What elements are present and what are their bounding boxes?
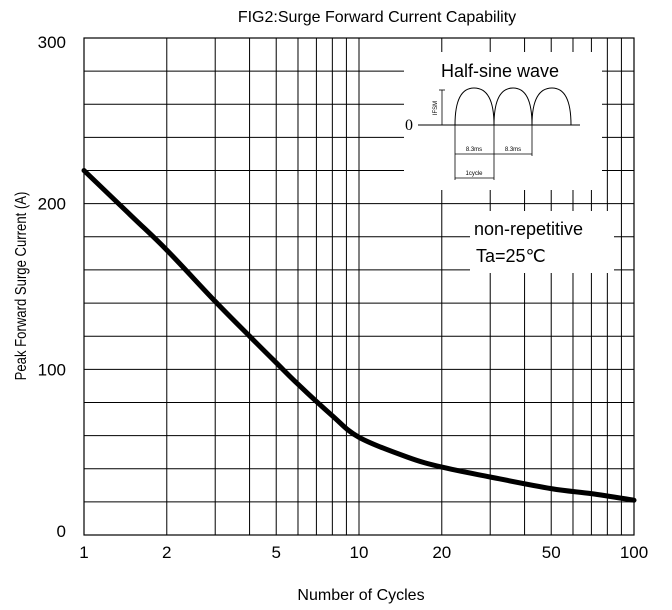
waveform-zero-label: 0 [405,117,413,134]
x-tick-label: 100 [620,543,648,562]
waveform-inset-background [404,52,602,190]
tick-labels: 1 2 5 10 20 50 100 0 100 200 300 [38,33,649,562]
x-tick-label: 20 [432,543,451,562]
y-tick-label: 200 [38,195,66,214]
period-label-2: 8.3ms [505,147,521,153]
y-axis-label: Peak Forward Surge Current (A) [13,192,30,381]
curve-layer [81,168,637,503]
x-tick-label: 1 [79,543,88,562]
x-tick-label: 5 [271,543,280,562]
x-tick-label: 10 [350,543,369,562]
x-tick-label: 2 [162,543,171,562]
cycle-label: 1cycle [465,171,483,177]
waveform-title: Half-sine wave [441,61,559,81]
condition-label-1: non-repetitive [474,219,583,239]
condition-note: non-repetitive Ta=25℃ [470,211,614,273]
x-tick-label: 50 [542,543,561,562]
half-sine-pulse-2 [493,87,533,126]
ifsm-label: IFSM [433,101,439,115]
half-sine-pulse-1 [454,87,495,126]
half-sine-pulse-3 [531,87,572,126]
y-tick-label: 100 [38,360,66,379]
condition-note-background [470,211,614,273]
plot-frame [83,37,635,536]
waveform-inset: Half-sine wave 0 IFSM 8.3ms 8.3ms 1cycle [404,52,602,190]
condition-label-2: Ta=25℃ [476,246,546,266]
y-tick-label: 300 [38,33,66,52]
period-label-1: 8.3ms [466,147,482,153]
x-axis-label: Number of Cycles [297,587,424,604]
y-tick-label: 0 [57,522,66,541]
chart-title: FIG2:Surge Forward Current Capability [238,9,516,26]
